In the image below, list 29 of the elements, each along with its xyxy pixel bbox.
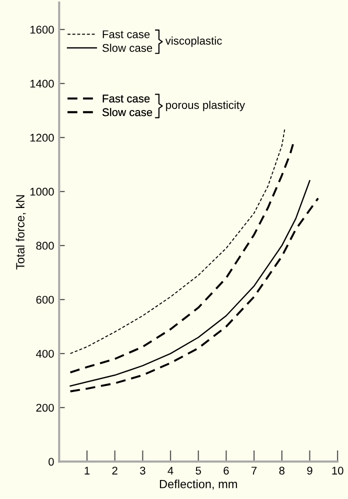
annotation: porous plasticity [166,100,246,112]
y-tick-label: 1400 [30,80,54,88]
legend-label: Fast case [102,94,150,102]
legend-label: Slow case [102,108,152,116]
legend-label: Slow case [102,44,152,52]
y-tick-label: 800 [36,242,54,250]
y-tick-label: 200 [36,404,54,412]
x-axis-title: Deflection, mm [160,480,237,490]
x-tick-label: 3 [140,466,146,475]
annotation: viscoplastic [165,36,222,47]
x-tick-label: 6 [224,466,229,475]
y-tick-label: 0 [48,458,54,466]
x-tick-label: 2 [112,466,118,474]
y-tick-label: 1000 [30,188,54,196]
x-tick-label: 5 [196,466,201,475]
legend-label: Fast case [102,30,150,38]
x-tick-label: 8 [279,466,284,475]
y-tick-label: 400 [36,350,54,358]
x-tick-label: 7 [252,466,257,474]
line-series [70,128,286,354]
y-tick-label: 600 [36,296,54,304]
line-series [69,143,294,374]
x-tick-label: 1 [84,466,90,474]
x-tick-label: 9 [307,466,312,475]
x-tick-label: 10 [332,466,344,475]
y-axis-title: Total force, kN [16,195,26,270]
x-tick-label: 4 [168,466,174,474]
y-tick-label: 1600 [30,26,54,34]
y-tick-label: 1200 [30,134,54,142]
